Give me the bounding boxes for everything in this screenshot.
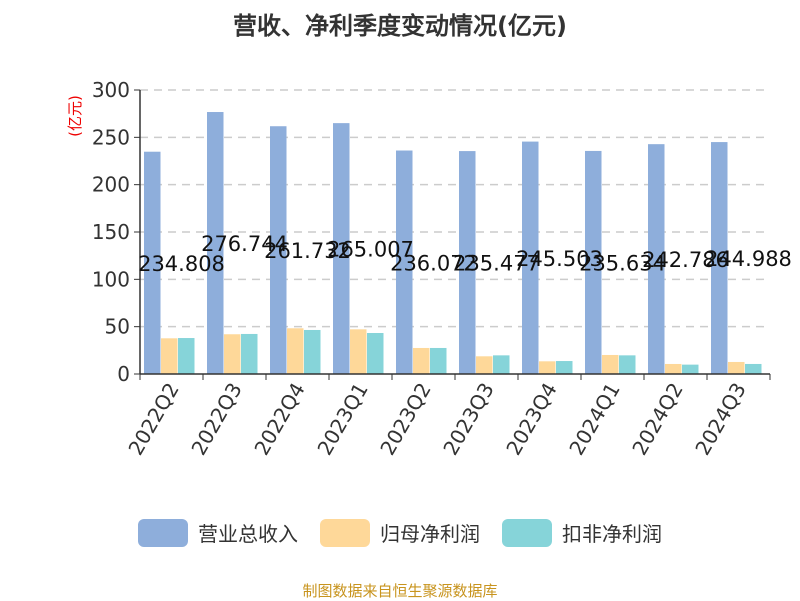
data-label: 276.744 [201,232,288,256]
bar [711,142,728,374]
x-tick-label: 2022Q3 [186,379,246,460]
bar [144,151,161,374]
bar [413,347,430,374]
legend-label: 营业总收入 [198,522,298,546]
bar-chart: 0 50 100 150 200 250 300 (亿元) 2022Q2 2022Q3 2022Q4… [66,78,792,460]
bar [682,364,699,374]
data-label: 261.732 [264,239,351,263]
bar [619,355,636,374]
x-tick-label: 2022Q4 [249,379,309,460]
x-tick-label: 2024Q2 [627,379,687,460]
bar [556,361,573,374]
legend-swatch [502,518,552,547]
bar [522,141,539,374]
y-tick-label: 0 [117,362,130,386]
bar [585,150,602,374]
bar [333,123,350,374]
data-label: 245.503 [516,247,603,271]
x-tick-label: 2023Q4 [501,379,561,460]
bar [350,329,367,374]
y-tick-label: 100 [92,267,130,291]
y-tick-label: 200 [92,173,130,197]
data-label: 265.007 [327,238,414,262]
bar [459,151,476,374]
bar [430,347,447,374]
bar [493,355,510,374]
bar [287,328,304,374]
y-tick-label: 150 [92,220,130,244]
bar [602,354,619,374]
bar [304,329,321,374]
data-label: 235.477 [453,252,540,276]
x-tick-label: 2023Q2 [375,379,435,460]
bar [161,338,178,374]
y-tick-label: 300 [92,78,130,102]
legend-label: 扣非净利润 [562,522,662,546]
bar [539,361,556,374]
bar [270,126,287,374]
legend-swatch [320,518,370,547]
bar [367,333,384,374]
y-axis-label: (亿元) [66,95,84,137]
legend-item[interactable]: 营业总收入 [138,518,298,547]
x-tick-label: 2023Q3 [438,379,498,460]
data-label: 234.808 [138,252,225,276]
bar [648,144,665,374]
bar [224,334,241,374]
bar [396,150,413,374]
bar [207,112,224,374]
x-tick-label: 2022Q2 [123,379,183,460]
bar [745,363,762,374]
legend-label: 归母净利润 [380,522,480,546]
x-tick-label: 2024Q1 [564,379,624,460]
data-label: 235.634 [579,251,666,275]
legend: 营业总收入 归母净利润 扣非净利润 [0,518,800,547]
y-tick-label: 250 [92,125,130,149]
legend-item[interactable]: 扣非净利润 [502,518,662,547]
data-label: 242.786 [642,248,729,272]
bar [178,338,195,374]
data-label: 236.072 [390,251,477,275]
y-tick-label: 50 [105,315,130,339]
x-tick-label: 2024Q3 [690,379,750,460]
bar [241,333,258,374]
bar [728,361,745,374]
bar [665,363,682,374]
legend-item[interactable]: 归母净利润 [320,518,480,547]
bar [476,356,493,374]
chart-title: 营收、净利季度变动情况(亿元) [233,12,567,40]
source-note: 制图数据来自恒生聚源数据库 [302,582,498,600]
legend-swatch [138,518,188,547]
x-tick-label: 2023Q1 [312,379,372,460]
data-label: 244.988 [705,247,792,271]
